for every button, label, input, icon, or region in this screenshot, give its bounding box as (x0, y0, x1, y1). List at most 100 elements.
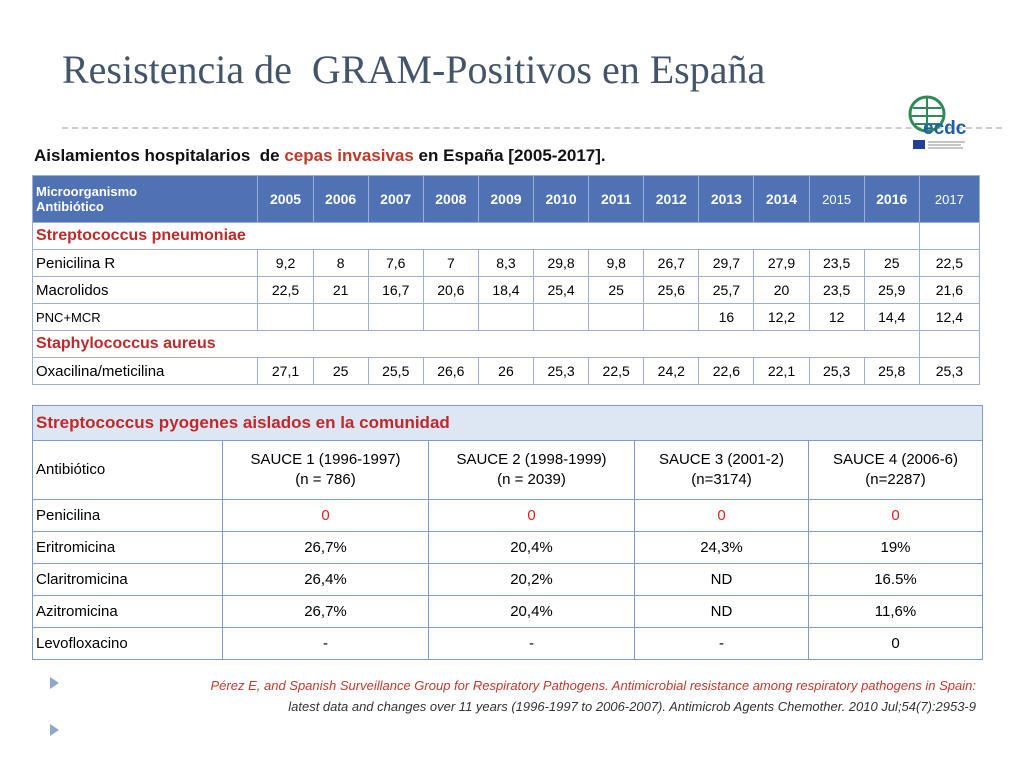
cell: 11,6% (808, 595, 983, 628)
header-text: (n = 2039) (497, 471, 566, 488)
cell: 20 (753, 276, 810, 304)
header-text: (n=2287) (865, 471, 926, 488)
logo-text: ecdc (923, 118, 967, 139)
title-row: Streptococcus pyogenes aislados en la co… (32, 405, 983, 441)
year-header: 2016 (863, 175, 920, 223)
data-row: Eritromicina 26,7% 20,4% 24,3% 19% (32, 531, 983, 564)
row-label: Azitromicina (32, 595, 223, 628)
cell: 16.5% (808, 563, 983, 596)
data-row: Oxacilina/meticilina 27,1 25 25,5 26,6 26 25,3… (31, 357, 981, 385)
cell: 12,2 (753, 303, 810, 331)
cell: 25,4 (533, 276, 590, 304)
data-row: Penicilina 0 0 0 0 (32, 499, 983, 532)
cell: 8,3 (477, 249, 535, 277)
cell: 26,7% (222, 595, 429, 628)
subtitle-part: Aislamientos hospitalarios de (34, 146, 285, 165)
cell: 25,3 (918, 357, 981, 385)
section-row: Staphylococcus aureus (32, 330, 981, 358)
year-header: 2017 (918, 175, 981, 223)
cell: 0 (222, 499, 429, 532)
data-row: PNC+MCR 16 12,2 12 14,4 12,4 (31, 303, 981, 331)
section-label: Streptococcus pneumoniae (32, 222, 920, 250)
year-header: 2010 (533, 175, 590, 223)
cell (918, 330, 981, 358)
eu-flag (913, 140, 925, 149)
cell (918, 222, 981, 250)
cell (533, 303, 590, 331)
data-row: Levofloxacino - - -0 (32, 627, 983, 660)
section-row: Streptococcus pneumoniae (32, 222, 981, 250)
cell: 23,5 (808, 249, 865, 277)
cell: 25,8 (863, 357, 920, 385)
cell: 0 (808, 627, 983, 660)
subtitle: Aislamientos hospitalarios de cepas inva… (34, 146, 606, 166)
cell: 21 (312, 276, 369, 304)
logo: ecdc (908, 95, 967, 149)
resistance-table: Microorganismo Antibiótico 2005 2006 2007 200… (31, 175, 981, 385)
header-cell: SAUCE 1 (1996-1997) (n = 786) (222, 440, 429, 500)
header-text: Microorganismo (36, 184, 138, 199)
cell: 26,4% (222, 563, 429, 596)
year-header: 2015 (808, 175, 865, 223)
cell: 16,7 (367, 276, 424, 304)
header-text: SAUCE 3 (2001-2) (658, 451, 785, 468)
cell: 14,4 (863, 303, 920, 331)
cell: 9,2 (257, 249, 314, 277)
cell: 20,6 (422, 276, 479, 304)
year-header: 2005 (257, 175, 314, 223)
header-cell: SAUCE 2 (1998-1999) (n = 2039) (428, 440, 635, 500)
cell: 20,2% (428, 563, 635, 596)
header-row: Antibiótico SAUCE 1 (1996-1997) (n = 786) S… (32, 440, 983, 500)
cell: 7,6 (367, 249, 424, 277)
cell: 22,1 (753, 357, 810, 385)
header-text: Antibiótico (36, 199, 104, 214)
section-label: Staphylococcus aureus (32, 330, 920, 358)
cell: 25 (863, 249, 920, 277)
cell: 22,5 (257, 276, 314, 304)
cell: 25,6 (643, 276, 700, 304)
cell (422, 303, 479, 331)
data-row: Claritromicina 26,4% 20,2% ND 16.5% (32, 563, 983, 596)
header-text: SAUCE 4 (2006-6) (832, 451, 959, 468)
year-header: 2014 (753, 175, 810, 223)
cell: 26,7 (643, 249, 700, 277)
header-text: SAUCE 1 (1996-1997) (250, 451, 401, 468)
year-header: 2011 (588, 175, 645, 223)
cell: 23,5 (808, 276, 865, 304)
cell: 29,7 (698, 249, 755, 277)
cell: 22,6 (698, 357, 755, 385)
header-cell: Antibiótico (32, 440, 223, 500)
slide-title: Resistencia de GRAM-Positivos en España (62, 47, 766, 92)
citation-line: Pérez E, and Spanish Surveillance Group … (210, 678, 976, 693)
cell: 25,3 (808, 357, 865, 385)
cell (643, 303, 700, 331)
year-header: 2012 (643, 175, 700, 223)
cell: 25 (312, 357, 369, 385)
logo-caption (928, 141, 965, 149)
cell: 21,6 (918, 276, 981, 304)
cell: 16 (698, 303, 755, 331)
cell: 22,5 (918, 249, 981, 277)
header-text: (n = 786) (295, 471, 356, 488)
header-row: Microorganismo Antibiótico 2005 2006 2007 200… (31, 175, 981, 223)
header-cell: SAUCE 4 (2006-6) (n=2287) (808, 440, 983, 500)
year-header: 2009 (477, 175, 535, 223)
cell: 20,4% (428, 595, 635, 628)
subtitle-highlight: cepas invasivas (284, 146, 414, 165)
cell: 18,4 (477, 276, 535, 304)
cell: 0 (428, 499, 635, 532)
header-cell: SAUCE 3 (2001-2) (n=3174) (634, 440, 809, 500)
cell: 19% (808, 531, 983, 564)
row-label: Eritromicina (32, 531, 223, 564)
cell (367, 303, 424, 331)
cell: 25,7 (698, 276, 755, 304)
cell: 26 (477, 357, 535, 385)
cell: 12,4 (918, 303, 981, 331)
cell: 25,3 (533, 357, 590, 385)
bullet (50, 677, 59, 689)
header-text: (n=3174) (691, 471, 752, 488)
citation-line: latest data and changes over 11 years (1… (288, 699, 976, 714)
cell: 0 (808, 499, 983, 532)
logo-grid (911, 97, 943, 131)
